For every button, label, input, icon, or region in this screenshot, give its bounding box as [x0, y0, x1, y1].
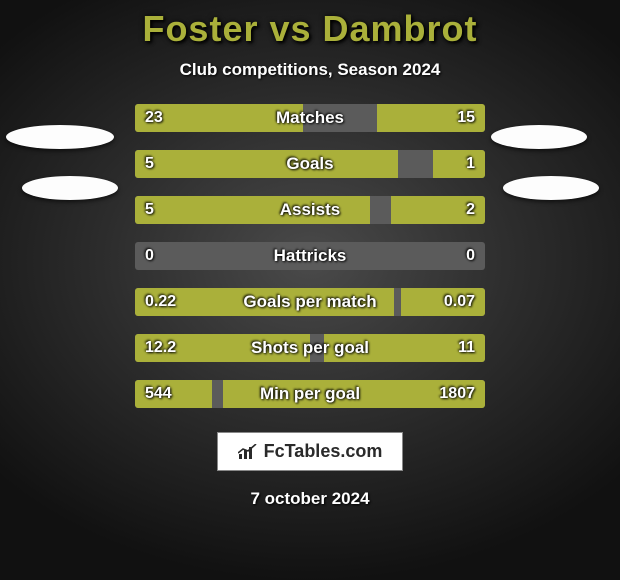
bar-right — [223, 380, 486, 408]
brand-chart-icon — [238, 444, 258, 460]
stat-row: Goals per match0.220.07 — [135, 288, 485, 316]
bar-track — [135, 242, 485, 270]
brand-text: FcTables.com — [264, 441, 383, 462]
page-subtitle: Club competitions, Season 2024 — [180, 60, 441, 80]
bar-left — [135, 334, 310, 362]
bar-left — [135, 288, 394, 316]
stat-row: Shots per goal12.211 — [135, 334, 485, 362]
bar-right — [401, 288, 485, 316]
bar-right — [433, 150, 486, 178]
brand-badge: FcTables.com — [217, 432, 404, 471]
bar-left — [135, 150, 398, 178]
footer-date: 7 october 2024 — [250, 489, 369, 509]
stat-row: Min per goal5441807 — [135, 380, 485, 408]
avatar-ellipse — [6, 125, 114, 149]
stat-row: Assists52 — [135, 196, 485, 224]
bar-right — [391, 196, 486, 224]
bar-left — [135, 380, 212, 408]
content-root: Foster vs Dambrot Club competitions, Sea… — [0, 0, 620, 580]
bar-right — [324, 334, 485, 362]
avatar-ellipse — [22, 176, 118, 200]
page-title: Foster vs Dambrot — [142, 8, 477, 50]
bar-left — [135, 196, 370, 224]
avatar-ellipse — [491, 125, 587, 149]
avatar-ellipse — [503, 176, 599, 200]
stat-row: Goals51 — [135, 150, 485, 178]
comparison-chart: Matches2315 Goals51 Assists52 Hattricks00 Go… — [0, 104, 620, 426]
stat-row: Matches2315 — [135, 104, 485, 132]
bar-left — [135, 104, 303, 132]
stat-row: Hattricks00 — [135, 242, 485, 270]
bar-right — [377, 104, 486, 132]
